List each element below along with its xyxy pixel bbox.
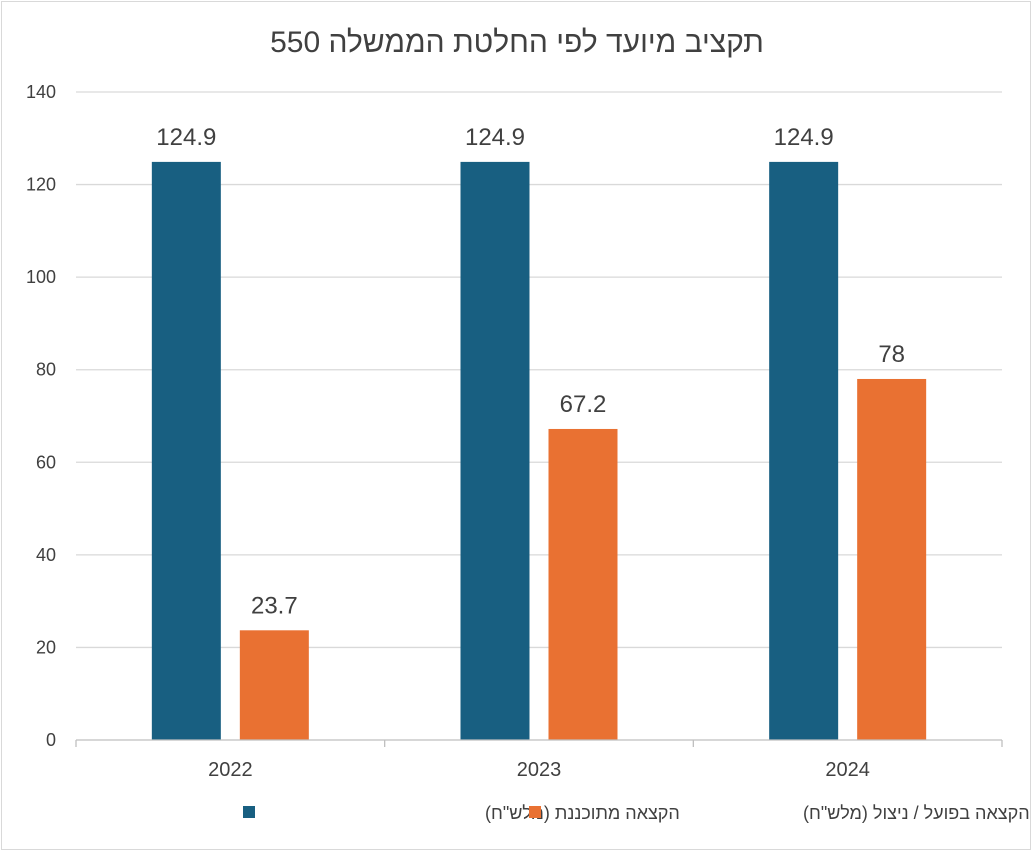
y-tick-label: 60 [36,452,56,472]
x-tick-label: 2023 [517,759,562,781]
data-label: 67.2 [560,391,607,418]
legend: הקצאה מתוכננת (מלש"ח) הקצאה בפועל / ניצול… [243,803,1030,823]
y-tick-label: 40 [36,545,56,565]
y-tick-label: 100 [26,267,56,287]
bar [151,161,221,741]
y-tick-label: 80 [36,360,56,380]
x-tick-label: 2022 [208,759,253,781]
data-label: 124.9 [156,124,216,151]
bar [857,378,927,740]
legend-swatch [243,806,255,818]
data-label: 124.9 [465,124,525,151]
bar [239,630,309,740]
bar [769,161,839,741]
gridlines [76,91,1002,649]
bar [548,428,618,740]
y-tick-label: 140 [26,82,56,102]
chart-title: תקציב מיועד לפי החלטת הממשלה 550 [270,26,764,59]
y-tick-label: 120 [26,175,56,195]
y-tick-label: 20 [36,637,56,657]
bar [460,161,530,741]
y-axis-ticks: 0 20 40 60 80 100 120 140 [26,82,56,750]
data-label: 23.7 [251,592,298,619]
y-tick-label: 0 [46,730,56,750]
data-label: 78 [878,341,905,368]
legend-label: הקצאה בפועל / ניצול (מלש"ח) [803,803,1030,823]
x-tick-label: 2024 [825,759,870,781]
bars [151,161,927,741]
data-label: 124.9 [774,124,834,151]
x-axis: 2022 2023 2024 [75,739,1003,781]
legend-label: הקצאה מתוכננת (מלש"ח) [485,803,680,823]
data-labels: 124.9 124.9 124.9 23.7 67.2 78 [156,124,905,619]
legend-swatch [529,806,541,818]
